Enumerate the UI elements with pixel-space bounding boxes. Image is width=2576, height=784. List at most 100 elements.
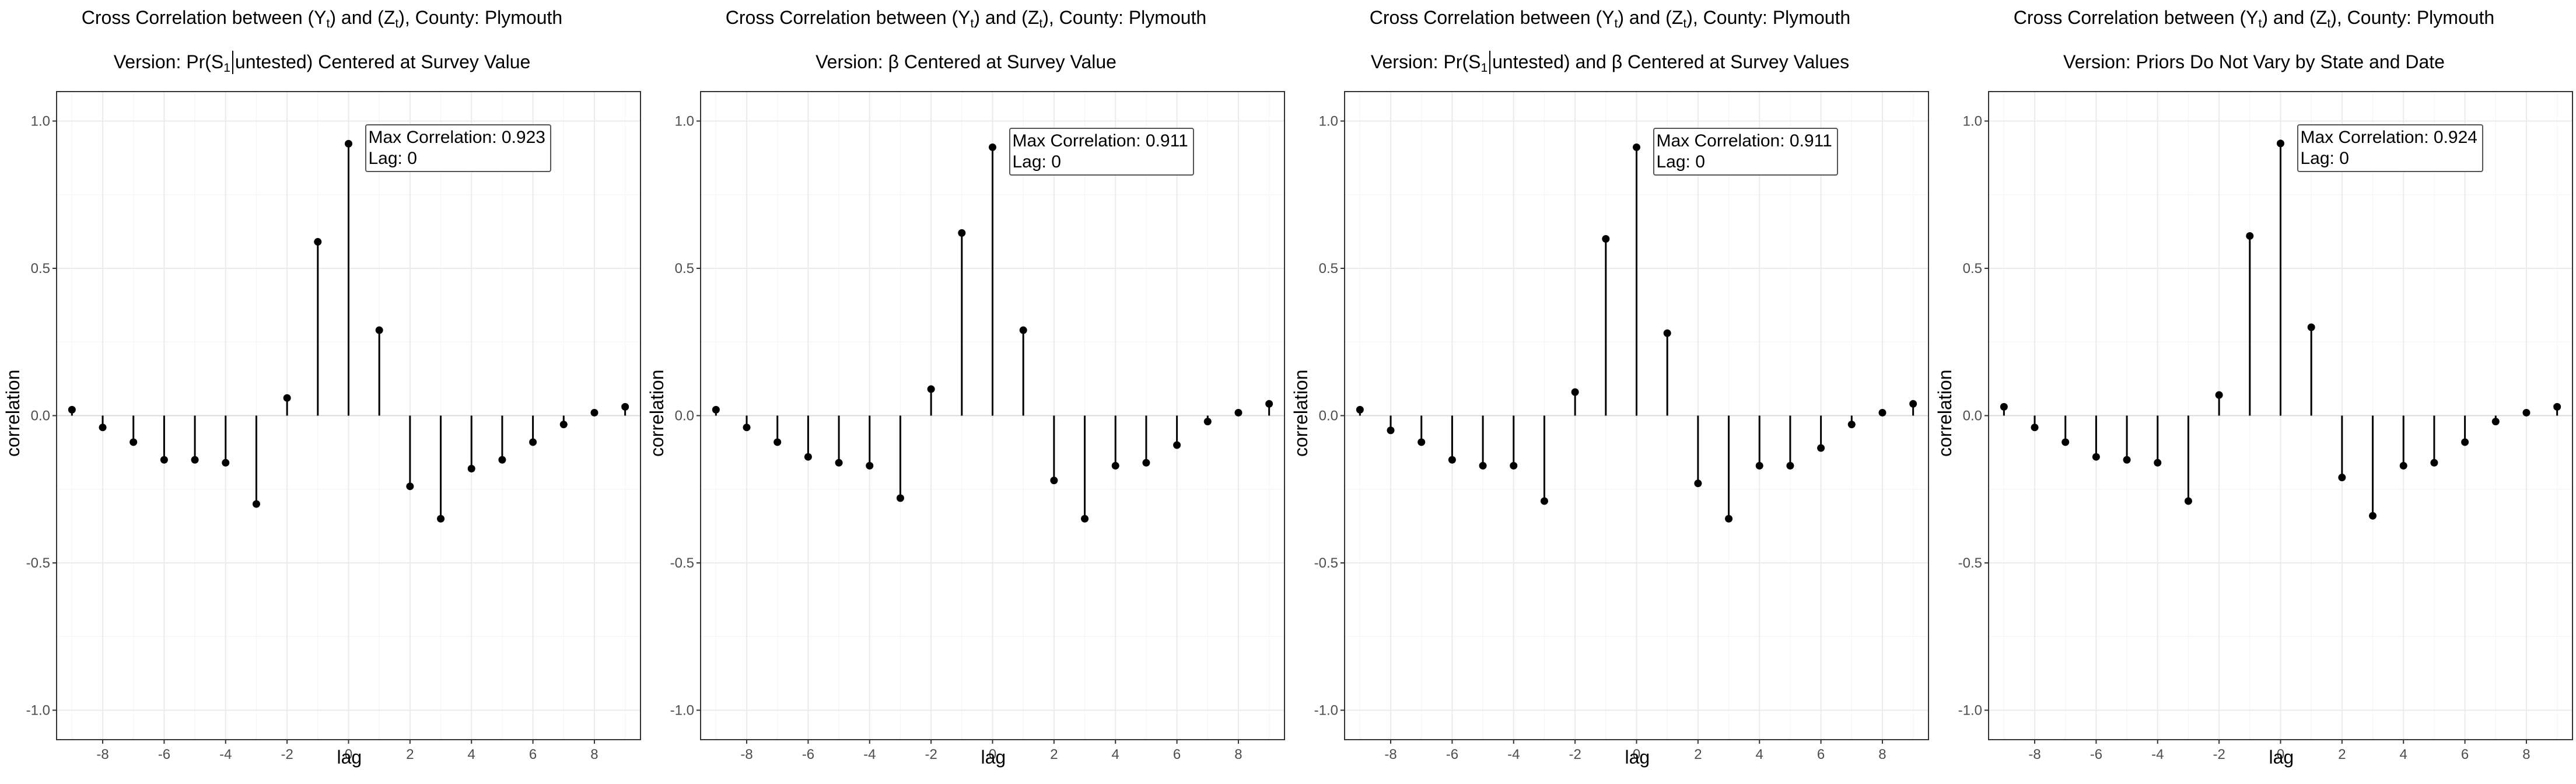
data-point bbox=[1356, 405, 1364, 414]
x-tick-label: 0 bbox=[345, 747, 352, 762]
chart-title: Cross Correlation between (Yt) and (Zt),… bbox=[1932, 6, 2576, 30]
data-point bbox=[1081, 514, 1089, 523]
x-tick-label: 6 bbox=[1817, 747, 1825, 762]
data-point bbox=[1540, 497, 1548, 505]
y-tick-label: 1.0 bbox=[1319, 114, 1338, 130]
x-tick-label: 2 bbox=[1694, 747, 1702, 762]
data-point bbox=[2246, 232, 2254, 240]
data-point bbox=[2215, 391, 2223, 399]
y-tick-label: -0.5 bbox=[26, 555, 50, 571]
x-tick-label: 4 bbox=[468, 747, 475, 762]
max-correlation-label: Max Correlation: 0.923 Lag: 0 bbox=[365, 124, 551, 173]
points bbox=[2000, 139, 2561, 520]
points bbox=[68, 139, 629, 523]
conditional-bar bbox=[232, 51, 233, 74]
title-subscript: t bbox=[1683, 17, 1687, 30]
y-tick-label: 0.5 bbox=[1963, 261, 1982, 276]
x-tick-label: -6 bbox=[1446, 747, 1458, 762]
data-point bbox=[99, 424, 107, 432]
data-point bbox=[2000, 402, 2008, 411]
y-tick-label: 1.0 bbox=[1963, 114, 1982, 130]
data-point bbox=[1755, 461, 1763, 470]
data-point bbox=[222, 459, 230, 467]
title-text: ) and (Z bbox=[974, 7, 1040, 28]
data-point bbox=[529, 438, 537, 446]
data-point bbox=[467, 464, 475, 473]
y-tick-label: 0.0 bbox=[675, 408, 694, 424]
chart-panel-3: Cross Correlation between (Yt) and (Zt),… bbox=[1288, 0, 1932, 784]
data-point bbox=[1448, 456, 1456, 464]
y-axis-label: correlation bbox=[646, 369, 667, 457]
data-point bbox=[1387, 426, 1395, 435]
data-point bbox=[2461, 438, 2469, 446]
data-point bbox=[1050, 477, 1058, 485]
data-point bbox=[68, 405, 76, 414]
x-tick-label: -6 bbox=[2090, 747, 2102, 762]
data-point bbox=[927, 385, 935, 393]
x-tick-label: -8 bbox=[96, 747, 108, 762]
plot-area: -8 -6 -4 -2 0 2 4 6 8 -1.0 -0.5 0.0 0.5 1.0 bbox=[1314, 91, 1929, 762]
data-point bbox=[345, 139, 352, 148]
data-point bbox=[252, 500, 260, 508]
data-point bbox=[958, 229, 966, 237]
lag-text: Lag: 0 bbox=[1012, 152, 1061, 172]
title-text: Cross Correlation between (Y bbox=[81, 7, 327, 28]
x-tick-label: 4 bbox=[1756, 747, 1763, 762]
plot-area: -8 -6 -4 -2 0 2 4 6 8 -1.0 -0.5 0.0 0.5 1.0 bbox=[1958, 91, 2573, 762]
title-subscript: t bbox=[395, 17, 399, 30]
y-axis-ticks: -1.0 -0.5 0.0 0.5 1.0 bbox=[1314, 114, 1345, 719]
y-tick-label: -1.0 bbox=[26, 703, 50, 719]
title-text: Cross Correlation between (Y bbox=[2013, 7, 2259, 28]
y-tick-label: 0.5 bbox=[31, 261, 50, 276]
data-point bbox=[866, 461, 874, 470]
chart-panel-1: Cross Correlation between (Yt) and (Zt),… bbox=[0, 0, 644, 784]
title-subscript: t bbox=[2258, 17, 2262, 30]
x-axis-ticks: -8 -6 -4 -2 0 2 4 6 8 bbox=[96, 740, 598, 762]
title-text: ) and (Z bbox=[1618, 7, 1684, 28]
title-text: ) and (Z bbox=[2262, 7, 2328, 28]
points bbox=[712, 143, 1273, 523]
data-point bbox=[712, 405, 720, 414]
x-tick-label: 8 bbox=[1234, 747, 1242, 762]
data-point bbox=[375, 326, 383, 334]
title-text: ), County: Plymouth bbox=[1686, 7, 1851, 28]
data-point bbox=[498, 456, 506, 464]
data-point bbox=[1602, 235, 1610, 243]
y-tick-label: 0.5 bbox=[1319, 261, 1338, 276]
x-tick-label: 6 bbox=[529, 747, 537, 762]
x-tick-label: 4 bbox=[1112, 747, 1119, 762]
plot-area: -8 -6 -4 -2 0 2 4 6 8 -1.0 -0.5 0.0 0.5 1.0 bbox=[26, 91, 641, 762]
data-point bbox=[804, 453, 812, 461]
y-axis-label: correlation bbox=[2, 369, 23, 457]
data-point bbox=[1725, 514, 1733, 523]
data-point bbox=[314, 238, 322, 246]
x-tick-label: 0 bbox=[989, 747, 996, 762]
x-axis-label: lag bbox=[2269, 747, 2294, 768]
chart-title: Cross Correlation between (Yt) and (Zt),… bbox=[0, 6, 644, 30]
x-tick-label: -2 bbox=[1569, 747, 1581, 762]
data-point bbox=[1694, 480, 1702, 488]
data-point bbox=[590, 408, 598, 416]
title-text: ), County: Plymouth bbox=[2330, 7, 2495, 28]
data-point bbox=[2553, 402, 2561, 411]
data-point bbox=[1142, 459, 1150, 467]
data-point bbox=[2092, 453, 2100, 461]
x-tick-label: -2 bbox=[2213, 747, 2225, 762]
stems bbox=[2003, 143, 2558, 516]
chart-panel-4: Cross Correlation between (Yt) and (Zt),… bbox=[1932, 0, 2576, 784]
subtitle-text: untested) Centered at Survey Value bbox=[235, 51, 531, 72]
max-correlation-label: Max Correlation: 0.911 Lag: 0 bbox=[1009, 128, 1194, 176]
data-point bbox=[1418, 438, 1426, 446]
chart-subtitle: Version: β Centered at Survey Value bbox=[644, 50, 1288, 74]
data-point bbox=[1265, 400, 1273, 408]
data-point bbox=[2154, 459, 2162, 467]
data-point bbox=[2184, 497, 2192, 505]
chart-panel-2: Cross Correlation between (Yt) and (Zt),… bbox=[644, 0, 1288, 784]
data-point bbox=[774, 438, 782, 446]
x-tick-label: 4 bbox=[2400, 747, 2407, 762]
x-tick-label: 2 bbox=[2338, 747, 2346, 762]
data-point bbox=[835, 459, 843, 467]
subtitle-subscript: 1 bbox=[1480, 61, 1488, 75]
data-point bbox=[1571, 388, 1579, 396]
conditional-bar bbox=[1489, 51, 1491, 74]
